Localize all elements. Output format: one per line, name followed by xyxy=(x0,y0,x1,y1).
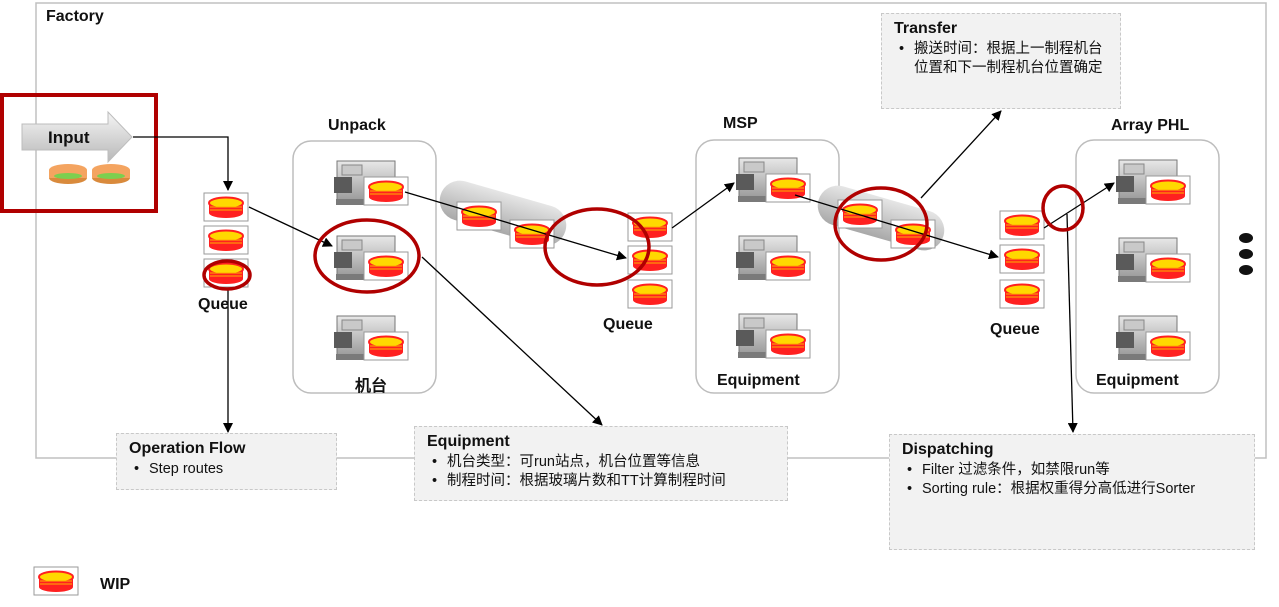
input-highlight xyxy=(0,93,158,213)
dispatching-callout: Dispatching Filter 过滤条件，如禁限run等 Sorting … xyxy=(889,434,1255,550)
operation-flow-title: Operation Flow xyxy=(129,440,246,457)
legend-wip-icon xyxy=(33,566,79,596)
dispatching-item-1: Filter 过滤条件，如禁限run等 xyxy=(907,461,1242,480)
legend-wip-label: WIP xyxy=(100,576,131,593)
unpack-machine-2 xyxy=(333,235,409,281)
unpack-machine-3 xyxy=(333,315,409,361)
unpack-machine-1 xyxy=(333,160,409,206)
highlight-ellipses xyxy=(202,184,1085,294)
equipment-item-2: 制程时间：根据玻璃片数和TT计算制程时间 xyxy=(432,472,775,491)
queue3-wips xyxy=(999,210,1045,309)
msp-equipment-label: Equipment xyxy=(717,372,800,389)
msp-station xyxy=(695,139,840,394)
input-label: Input xyxy=(48,128,90,147)
array-equipment-label: Equipment xyxy=(1096,372,1179,389)
machine-label: 机台 xyxy=(355,378,388,395)
transit-wip-1 xyxy=(456,201,502,231)
dispatching-title: Dispatching xyxy=(902,441,994,458)
transfer-item: 搬送时间：根据上一制程机台位置和下一制程机台位置确定 xyxy=(899,40,1108,78)
transfer-callout: Transfer 搬送时间：根据上一制程机台位置和下一制程机台位置确定 xyxy=(881,13,1121,109)
queue2-label: Queue xyxy=(603,316,653,333)
unpack-label: Unpack xyxy=(328,117,386,134)
input-arrow-shape xyxy=(21,110,133,164)
transfer-title: Transfer xyxy=(894,20,958,37)
equipment-item-1: 机台类型：可run站点，机台位置等信息 xyxy=(432,453,775,472)
msp-machine-1 xyxy=(735,157,811,203)
msp-machine-3 xyxy=(735,313,811,359)
queue1-label: Queue xyxy=(198,296,248,313)
flow-arrows xyxy=(133,110,1115,433)
dispatching-item-2: Sorting rule：根据权重得分高低进行Sorter xyxy=(907,480,1242,499)
operation-flow-callout: Operation Flow Step routes xyxy=(116,433,337,490)
operation-flow-item: Step routes xyxy=(134,460,324,479)
array-phl-station xyxy=(1075,139,1220,394)
array-machine-2 xyxy=(1115,237,1191,283)
input-pallets xyxy=(49,164,130,184)
array-machine-1 xyxy=(1115,159,1191,205)
queue3-label: Queue xyxy=(990,321,1040,338)
queue2-wips xyxy=(627,212,673,309)
array-phl-label: Array PHL xyxy=(1111,117,1190,134)
unpack-station xyxy=(292,140,437,394)
msp-machine-2 xyxy=(735,235,811,281)
queue1-wips xyxy=(203,192,249,288)
equipment-callout: Equipment 机台类型：可run站点，机台位置等信息 制程时间：根据玻璃片… xyxy=(414,426,788,501)
equipment-title: Equipment xyxy=(427,433,510,450)
msp-label: MSP xyxy=(723,115,758,132)
array-machine-3 xyxy=(1115,315,1191,361)
factory-label: Factory xyxy=(46,8,104,25)
more-dots-icon xyxy=(1239,233,1253,275)
